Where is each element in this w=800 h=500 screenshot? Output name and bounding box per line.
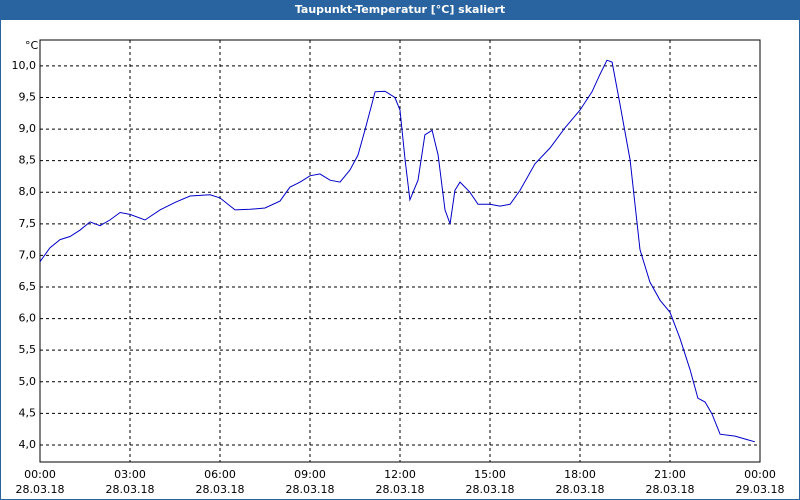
- y-tick-label: 6,5: [19, 280, 37, 293]
- x-tick-label: 00:00: [24, 468, 56, 481]
- x-tick-label: 00:00: [744, 468, 776, 481]
- x-tick-date: 28.03.18: [646, 483, 695, 496]
- data-line: [39, 59, 756, 443]
- y-tick-label: 5,0: [19, 375, 37, 388]
- y-tick-label: 7,0: [19, 248, 37, 261]
- x-tick-date: 28.03.18: [16, 483, 65, 496]
- x-tick-date: 29.03.18: [736, 483, 785, 496]
- y-tick-label: 6,0: [19, 312, 37, 325]
- x-tick-label: 09:00: [294, 468, 326, 481]
- title-bar: [0, 0, 800, 20]
- chart-title: Taupunkt-Temperatur [°C] skaliert: [295, 3, 505, 16]
- x-tick-date: 28.03.18: [196, 483, 245, 496]
- y-tick-label: 4,0: [19, 438, 37, 451]
- y-tick-label: 9,0: [19, 122, 37, 135]
- x-tick-label: 12:00: [384, 468, 416, 481]
- x-tick-date: 28.03.18: [286, 483, 335, 496]
- y-tick-label: 10,0: [12, 59, 37, 72]
- x-tick-label: 06:00: [204, 468, 236, 481]
- x-tick-date: 28.03.18: [106, 483, 155, 496]
- y-tick-label: 4,5: [19, 406, 37, 419]
- y-tick-label: 8,5: [19, 154, 37, 167]
- y-tick-label: 9,5: [19, 90, 37, 103]
- x-tick-label: 21:00: [654, 468, 686, 481]
- y-tick-label: 7,5: [19, 217, 37, 230]
- x-tick-date: 28.03.18: [556, 483, 605, 496]
- x-tick-date: 28.03.18: [466, 483, 515, 496]
- y-unit: °C: [25, 39, 39, 52]
- y-tick-label: 5,5: [19, 343, 37, 356]
- x-tick-date: 28.03.18: [376, 483, 425, 496]
- x-tick-label: 03:00: [114, 468, 146, 481]
- x-tick-label: 18:00: [564, 468, 596, 481]
- y-tick-label: 8,0: [19, 185, 37, 198]
- x-tick-label: 15:00: [474, 468, 506, 481]
